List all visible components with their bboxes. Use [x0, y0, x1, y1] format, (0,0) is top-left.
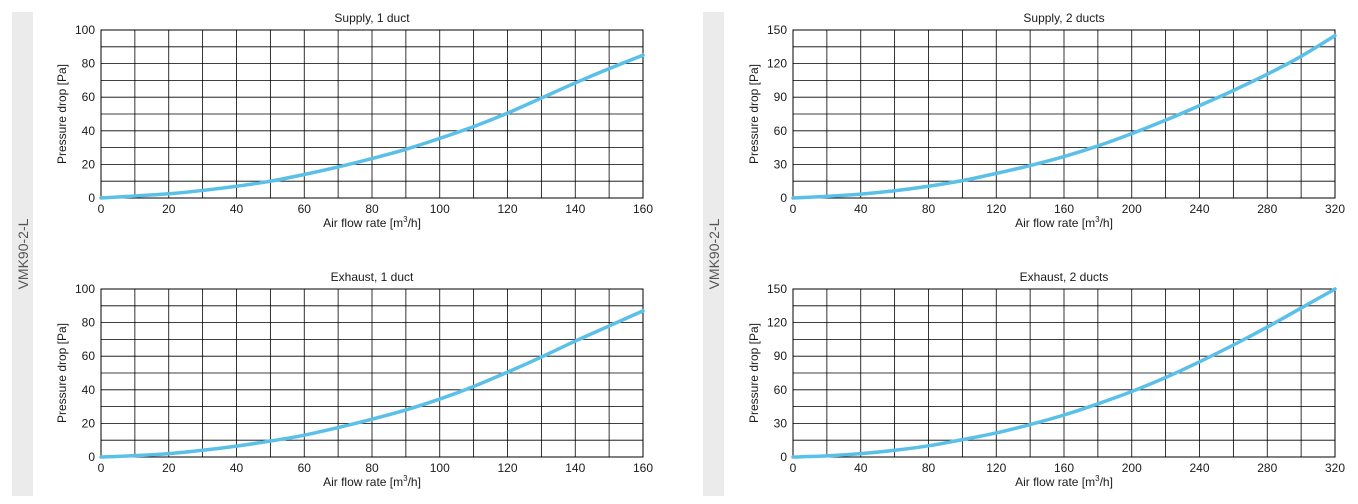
y-tick-label: 150: [767, 282, 787, 296]
y-axis-label: Pressure drop [Pa]: [747, 64, 761, 164]
x-axis-label-sup: 3: [1095, 474, 1100, 483]
x-tick-label: 140: [565, 202, 585, 216]
pressure-drop-curve: [99, 53, 645, 200]
y-tick-label: 0: [88, 450, 95, 464]
y-tick-label: 20: [82, 416, 96, 430]
y-tick-label: 120: [767, 57, 787, 71]
x-axis-label-sup: 3: [403, 215, 408, 224]
x-tick-label: 160: [633, 202, 653, 216]
x-axis-label-main: Air flow rate [m: [323, 216, 403, 230]
y-tick-label: 30: [774, 157, 788, 171]
chart-title: Supply, 1 duct: [334, 11, 410, 25]
y-tick-label: 100: [75, 23, 95, 37]
x-axis-label-main: Air flow rate [m: [1015, 216, 1095, 230]
x-tick-label: 0: [98, 202, 105, 216]
y-tick-label: 150: [767, 23, 787, 37]
x-tick-label: 40: [854, 202, 868, 216]
x-axis-label: Air flow rate [m3/h]: [323, 215, 421, 230]
x-tick-label: 0: [98, 461, 105, 475]
y-tick-label: 60: [82, 349, 96, 363]
x-axis-label-tail: /h]: [1100, 216, 1113, 230]
x-axis-label-tail: /h]: [408, 475, 421, 489]
plot-frame: [100, 288, 644, 458]
x-tick-label: 120: [986, 461, 1006, 475]
x-tick-label: 80: [922, 461, 936, 475]
x-tick-label: 0: [790, 461, 797, 475]
x-tick-label: 0: [790, 202, 797, 216]
x-tick-label: 120: [497, 461, 517, 475]
x-axis-label-main: Air flow rate [m: [323, 475, 403, 489]
chart-title: Supply, 2 ducts: [1023, 11, 1104, 25]
side-band-right: VMK90-2-L: [703, 12, 724, 496]
plot-frame: [792, 29, 1336, 199]
x-tick-label: 280: [1257, 202, 1277, 216]
x-axis-label-tail: /h]: [1100, 475, 1113, 489]
pressure-drop-curve: [791, 33, 1337, 200]
x-tick-label: 200: [1122, 461, 1142, 475]
x-tick-label: 80: [365, 202, 379, 216]
chart-title: Exhaust, 1 duct: [331, 270, 414, 284]
chart-title: Exhaust, 2 ducts: [1020, 270, 1109, 284]
x-tick-label: 120: [497, 202, 517, 216]
y-tick-label: 0: [780, 191, 787, 205]
y-tick-label: 60: [82, 90, 96, 104]
x-tick-label: 240: [1189, 461, 1209, 475]
x-tick-label: 100: [430, 202, 450, 216]
side-band-left: VMK90-2-L: [12, 12, 33, 496]
chart-panel-1: Supply, 1 duct 0 20 40 60 80 100 120 140 160 0 20 40…: [55, 11, 653, 230]
x-tick-label: 320: [1325, 202, 1345, 216]
chart-panel-4: Exhaust, 2 ducts 0 40 80 120 160 200 240 280 320 0…: [747, 270, 1345, 489]
y-tick-label: 100: [75, 282, 95, 296]
x-tick-label: 280: [1257, 461, 1277, 475]
x-tick-label: 320: [1325, 461, 1345, 475]
y-tick-label: 80: [82, 57, 96, 71]
x-tick-label: 40: [230, 202, 244, 216]
x-axis-label: Air flow rate [m3/h]: [1015, 474, 1113, 489]
x-tick-label: 100: [430, 461, 450, 475]
y-tick-label: 20: [82, 157, 96, 171]
y-tick-label: 90: [774, 90, 788, 104]
y-tick-label: 60: [774, 383, 788, 397]
plot-frame: [792, 288, 1336, 458]
x-tick-label: 40: [854, 461, 868, 475]
x-tick-label: 160: [1054, 461, 1074, 475]
x-axis-label: Air flow rate [m3/h]: [323, 474, 421, 489]
y-tick-label: 60: [774, 124, 788, 138]
x-tick-label: 200: [1122, 202, 1142, 216]
y-axis-label: Pressure drop [Pa]: [747, 323, 761, 423]
x-tick-label: 80: [365, 461, 379, 475]
y-tick-label: 40: [82, 383, 96, 397]
x-tick-label: 160: [1054, 202, 1074, 216]
x-tick-label: 240: [1189, 202, 1209, 216]
chart-panel-3: Exhaust, 1 duct 0 20 40 60 80 100 120 140 160 0 20 4…: [55, 270, 653, 489]
y-axis-label: Pressure drop [Pa]: [55, 64, 69, 164]
y-tick-label: 40: [82, 124, 96, 138]
chart-panel-2: Supply, 2 ducts 0 40 80 120 160 200 240 280 320 0 3…: [747, 11, 1345, 230]
x-tick-label: 40: [230, 461, 244, 475]
x-tick-label: 20: [162, 202, 176, 216]
x-axis-label-main: Air flow rate [m: [1015, 475, 1095, 489]
pressure-drop-curve: [791, 287, 1337, 459]
x-tick-label: 20: [162, 461, 176, 475]
x-tick-label: 60: [298, 461, 312, 475]
y-tick-label: 0: [88, 191, 95, 205]
y-axis-label: Pressure drop [Pa]: [55, 323, 69, 423]
x-tick-label: 160: [633, 461, 653, 475]
x-axis-label: Air flow rate [m3/h]: [1015, 215, 1113, 230]
y-tick-label: 80: [82, 316, 96, 330]
x-axis-label-tail: /h]: [408, 216, 421, 230]
x-tick-label: 140: [565, 461, 585, 475]
y-tick-label: 0: [780, 450, 787, 464]
x-tick-label: 60: [298, 202, 312, 216]
plot-frame: [100, 29, 644, 199]
x-axis-label-sup: 3: [1095, 215, 1100, 224]
y-tick-label: 30: [774, 416, 788, 430]
y-tick-label: 90: [774, 349, 788, 363]
x-tick-label: 120: [986, 202, 1006, 216]
x-axis-label-sup: 3: [403, 474, 408, 483]
x-tick-label: 80: [922, 202, 936, 216]
pressure-drop-curve: [99, 309, 645, 459]
y-tick-label: 120: [767, 316, 787, 330]
